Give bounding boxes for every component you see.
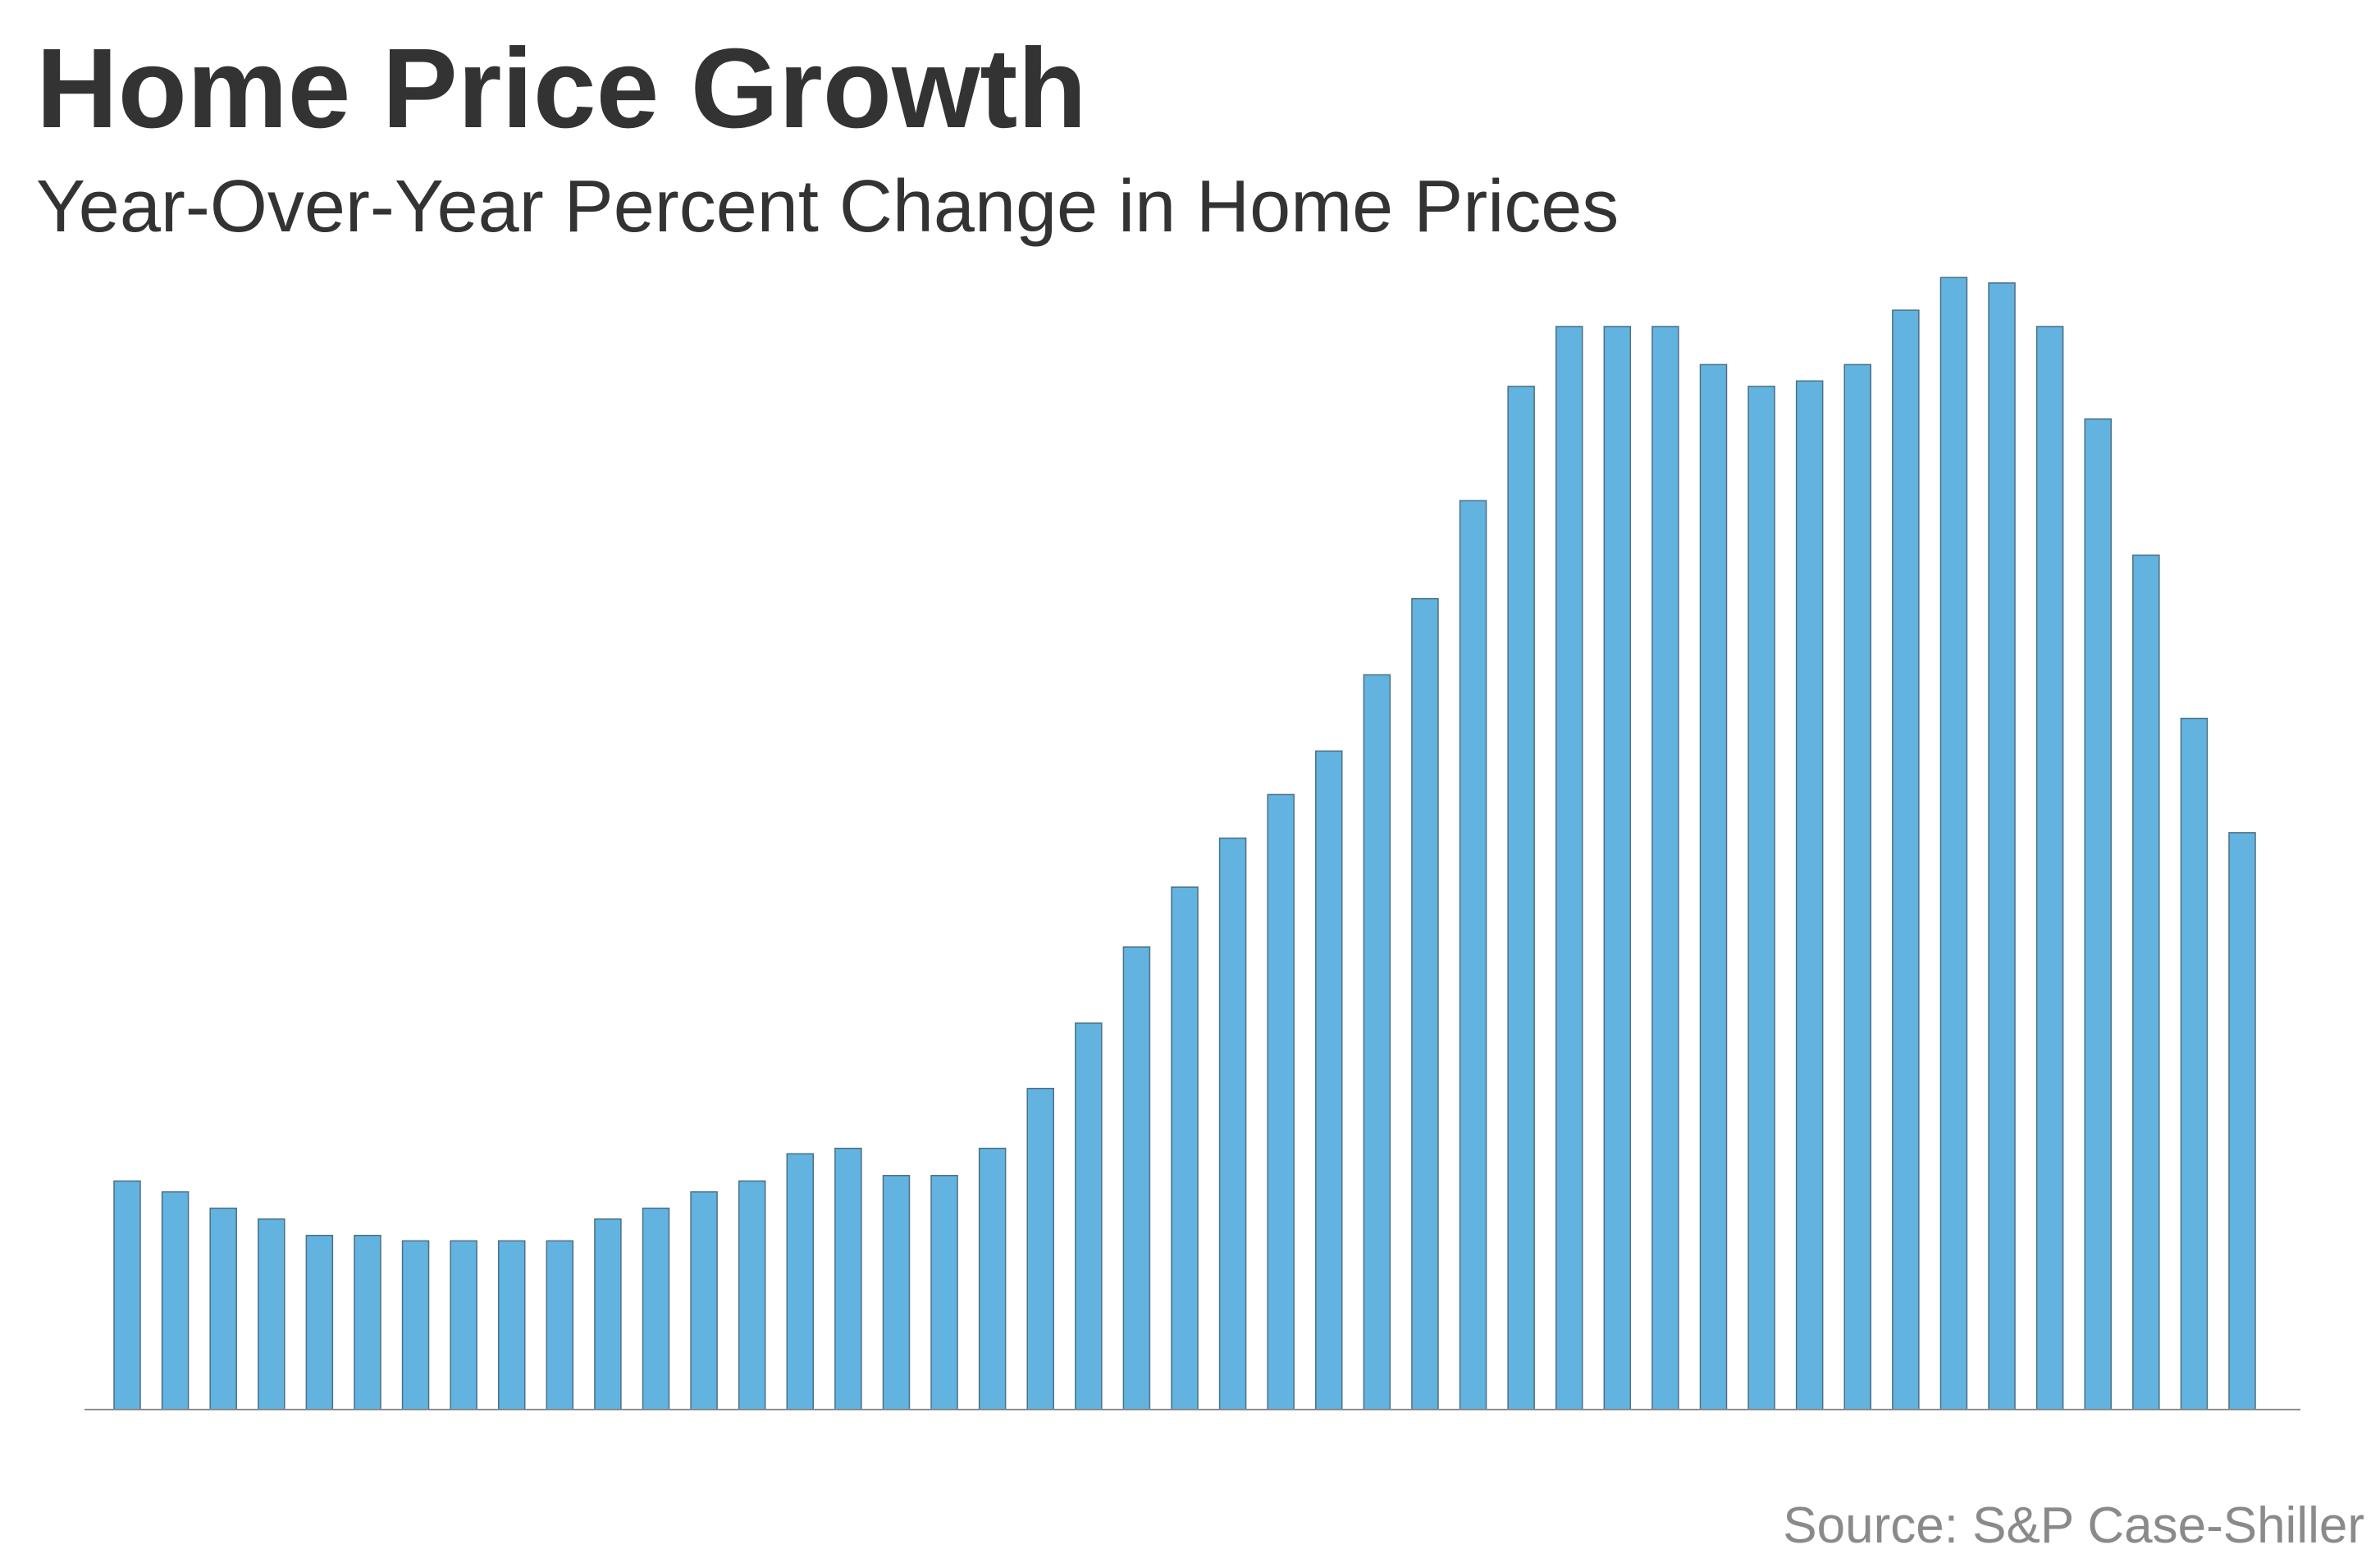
bar — [2132, 554, 2160, 1410]
bar — [2084, 418, 2112, 1410]
chart-subtitle: Year-Over-Year Percent Change in Home Pr… — [36, 166, 1619, 248]
chart-title: Home Price Growth — [36, 25, 1087, 152]
bar — [1267, 793, 1295, 1410]
bar — [2035, 326, 2064, 1410]
bar — [258, 1218, 286, 1410]
bar — [978, 1147, 1007, 1410]
bar — [594, 1218, 622, 1410]
bar — [1411, 597, 1439, 1410]
bar — [354, 1234, 381, 1410]
bar — [1651, 326, 1679, 1410]
source-note: Source: S&P Case-Shiller — [1783, 1497, 2364, 1554]
bar — [1843, 363, 1872, 1410]
bar — [2180, 717, 2209, 1410]
bar — [450, 1240, 477, 1410]
bar — [690, 1191, 718, 1410]
bar — [401, 1240, 430, 1410]
bar — [546, 1240, 574, 1410]
bar — [1892, 309, 1920, 1410]
bar — [305, 1234, 334, 1410]
bar — [113, 1180, 141, 1410]
bar — [1699, 363, 1728, 1410]
bar — [1795, 380, 1824, 1410]
bar — [834, 1147, 862, 1410]
bar — [1555, 326, 1583, 1410]
bar — [882, 1175, 911, 1410]
bar — [161, 1191, 190, 1410]
bar — [497, 1240, 526, 1410]
bar — [1747, 386, 1775, 1410]
bar — [1171, 886, 1199, 1410]
bar — [1988, 282, 2016, 1410]
bar — [642, 1207, 670, 1410]
bar — [1075, 1022, 1103, 1410]
bar — [786, 1153, 815, 1410]
bar — [209, 1207, 237, 1410]
bar — [1939, 276, 1968, 1410]
bar — [1603, 326, 1632, 1410]
bar — [1122, 946, 1151, 1410]
bar — [930, 1175, 958, 1410]
bar — [1459, 500, 1487, 1410]
bar — [1026, 1087, 1054, 1410]
bar — [738, 1180, 766, 1410]
bar — [1218, 837, 1247, 1410]
bar — [1363, 674, 1391, 1410]
bar — [1507, 386, 1535, 1410]
bar — [2228, 832, 2256, 1410]
bar — [1315, 750, 1343, 1410]
